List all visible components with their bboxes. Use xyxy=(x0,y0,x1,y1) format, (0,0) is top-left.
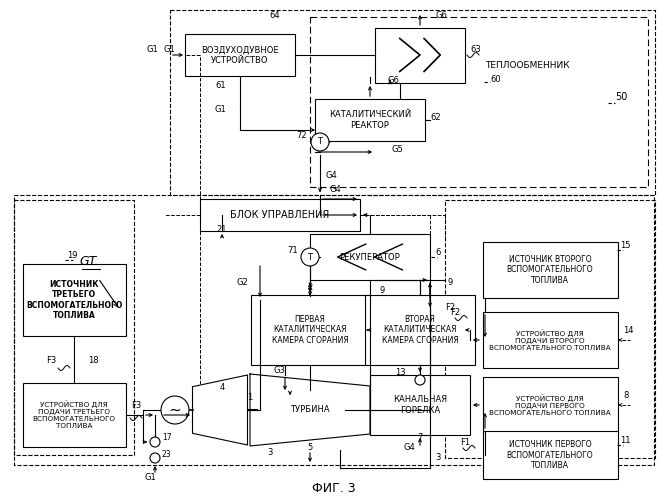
Text: ТЕПЛООБМЕННИК: ТЕПЛООБМЕННИК xyxy=(485,60,570,70)
Text: 3: 3 xyxy=(267,448,273,457)
Text: 14: 14 xyxy=(623,326,633,335)
Bar xyxy=(375,28,465,82)
Text: 50: 50 xyxy=(615,92,627,102)
Text: G6: G6 xyxy=(388,76,400,85)
Bar xyxy=(23,383,126,447)
Text: 61: 61 xyxy=(215,81,226,90)
Bar xyxy=(482,312,617,368)
Bar xyxy=(23,264,126,336)
Bar xyxy=(200,199,360,231)
Bar xyxy=(445,200,655,458)
Polygon shape xyxy=(250,374,370,446)
Text: F2: F2 xyxy=(445,303,455,312)
Text: G6: G6 xyxy=(435,11,447,20)
Text: G4: G4 xyxy=(403,443,415,452)
Text: T: T xyxy=(307,252,313,262)
Text: ИСТОЧНИК ВТОРОГО
ВСПОМОГАТЕЛЬНОГО
ТОПЛИВА: ИСТОЧНИК ВТОРОГО ВСПОМОГАТЕЛЬНОГО ТОПЛИВ… xyxy=(507,255,593,285)
Bar xyxy=(310,234,430,280)
Polygon shape xyxy=(192,375,248,445)
Text: G4: G4 xyxy=(330,185,342,194)
Text: 64: 64 xyxy=(270,11,281,20)
Text: 5: 5 xyxy=(307,443,313,452)
Bar xyxy=(365,295,475,365)
Bar xyxy=(482,242,617,298)
Text: ВОЗДУХОДУВНОЕ
УСТРОЙСТВО: ВОЗДУХОДУВНОЕ УСТРОЙСТВО xyxy=(201,46,279,64)
Text: 11: 11 xyxy=(620,436,631,445)
Text: 62: 62 xyxy=(430,113,441,122)
Text: F1: F1 xyxy=(460,438,470,447)
Text: G3: G3 xyxy=(273,366,285,375)
Circle shape xyxy=(415,375,425,385)
Text: БЛОК УПРАВЛЕНИЯ: БЛОК УПРАВЛЕНИЯ xyxy=(230,210,329,220)
Text: 4: 4 xyxy=(219,383,224,392)
Text: 7: 7 xyxy=(418,433,423,442)
Text: G4: G4 xyxy=(325,171,337,180)
Text: ~: ~ xyxy=(168,402,182,417)
Text: ИСТОЧНИК
ТРЕТЬЕГО
ВСПОМОГАТЕЛЬНОГО
ТОПЛИВА: ИСТОЧНИК ТРЕТЬЕГО ВСПОМОГАТЕЛЬНОГО ТОПЛИ… xyxy=(26,280,122,320)
Text: КАНАЛЬНАЯ
ГОРЕЛКА: КАНАЛЬНАЯ ГОРЕЛКА xyxy=(393,396,447,414)
Text: 9: 9 xyxy=(448,278,454,287)
Text: 17: 17 xyxy=(162,433,172,442)
Bar xyxy=(482,431,617,479)
Text: ФИГ. 3: ФИГ. 3 xyxy=(312,482,356,494)
Text: 23: 23 xyxy=(162,450,172,459)
Text: РЕКУПЕРАТОР: РЕКУПЕРАТОР xyxy=(339,252,400,262)
Text: 18: 18 xyxy=(88,356,99,365)
Text: ТУРБИНА: ТУРБИНА xyxy=(290,406,330,414)
Text: 1: 1 xyxy=(246,393,252,402)
Text: G5: G5 xyxy=(392,145,403,154)
Text: G1: G1 xyxy=(163,45,175,54)
Bar xyxy=(482,377,617,433)
Bar xyxy=(170,10,655,195)
Text: G1: G1 xyxy=(146,45,158,54)
Bar xyxy=(185,34,295,76)
Text: 15: 15 xyxy=(620,241,631,250)
Text: ПЕРВАЯ
КАТАЛИТИЧЕСКАЯ
КАМЕРА СГОРАНИЯ: ПЕРВАЯ КАТАЛИТИЧЕСКАЯ КАМЕРА СГОРАНИЯ xyxy=(272,315,349,345)
Circle shape xyxy=(150,437,160,447)
Text: 6: 6 xyxy=(435,248,440,257)
Text: GT: GT xyxy=(79,255,97,268)
Text: ВТОРАЯ
КАТАЛИТИЧЕСКАЯ
КАМЕРА СГОРАНИЯ: ВТОРАЯ КАТАЛИТИЧЕСКАЯ КАМЕРА СГОРАНИЯ xyxy=(381,315,458,345)
Bar xyxy=(310,17,648,187)
Text: 19: 19 xyxy=(67,251,77,260)
Text: 60: 60 xyxy=(490,75,500,84)
Text: 72: 72 xyxy=(297,131,307,140)
Bar xyxy=(251,295,369,365)
Circle shape xyxy=(161,396,189,424)
Text: 63: 63 xyxy=(470,45,481,54)
Circle shape xyxy=(311,133,329,151)
Text: 13: 13 xyxy=(395,368,406,377)
Text: ИСТОЧНИК ПЕРВОГО
ВСПОМОГАТЕЛЬНОГО
ТОПЛИВА: ИСТОЧНИК ПЕРВОГО ВСПОМОГАТЕЛЬНОГО ТОПЛИВ… xyxy=(507,440,593,470)
Bar xyxy=(370,375,470,435)
Bar xyxy=(315,99,425,141)
Text: 8: 8 xyxy=(623,391,629,400)
Circle shape xyxy=(301,248,319,266)
Text: 9: 9 xyxy=(380,286,385,295)
Text: УСТРОЙСТВО ДЛЯ
ПОДАЧИ ВТОРОГО
ВСПОМОГАТЕЛЬНОГО ТОПЛИВА: УСТРОЙСТВО ДЛЯ ПОДАЧИ ВТОРОГО ВСПОМОГАТЕ… xyxy=(489,329,611,351)
Text: 2: 2 xyxy=(307,283,313,292)
Bar xyxy=(14,200,134,455)
Text: 3: 3 xyxy=(435,453,440,462)
Text: F2: F2 xyxy=(450,308,460,317)
Text: УСТРОЙСТВО ДЛЯ
ПОДАЧИ ТРЕТЬЕГО
ВСПОМОГАТЕЛЬНОГО
ТОПЛИВА: УСТРОЙСТВО ДЛЯ ПОДАЧИ ТРЕТЬЕГО ВСПОМОГАТ… xyxy=(33,400,116,430)
Text: УСТРОЙСТВО ДЛЯ
ПОДАЧИ ПЕРВОГО
ВСПОМОГАТЕЛЬНОГО ТОПЛИВА: УСТРОЙСТВО ДЛЯ ПОДАЧИ ПЕРВОГО ВСПОМОГАТЕ… xyxy=(489,394,611,416)
Text: T: T xyxy=(317,138,323,146)
Text: G1: G1 xyxy=(214,105,226,114)
Text: F3: F3 xyxy=(131,401,141,410)
Text: G1: G1 xyxy=(144,473,156,482)
Text: КАТАЛИТИЧЕСКИЙ
РЕАКТОР: КАТАЛИТИЧЕСКИЙ РЕАКТОР xyxy=(329,110,411,130)
Text: F3: F3 xyxy=(45,356,56,365)
Text: G2: G2 xyxy=(236,278,248,287)
Bar xyxy=(14,195,654,465)
Circle shape xyxy=(150,453,160,463)
Text: 21: 21 xyxy=(216,225,227,234)
Text: 71: 71 xyxy=(287,246,298,255)
